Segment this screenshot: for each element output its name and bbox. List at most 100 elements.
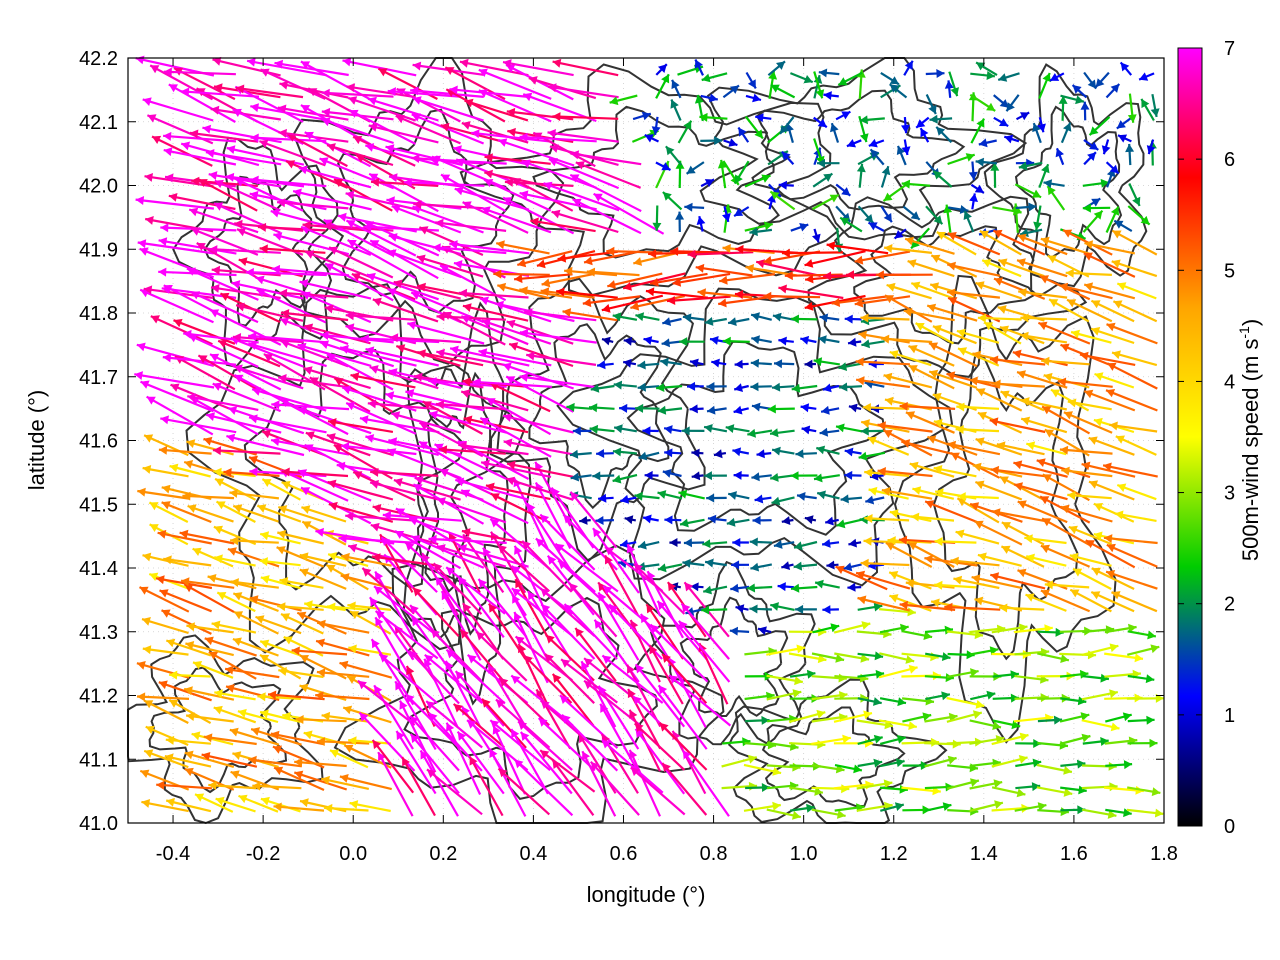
wind-vector-head <box>657 601 667 611</box>
wind-vector-head <box>683 120 692 130</box>
wind-vector-shaft <box>661 653 708 704</box>
colorbar-title-sup: -1 <box>1236 326 1252 339</box>
wind-vector-shaft <box>996 443 1045 456</box>
wind-vector-shaft <box>505 375 574 413</box>
wind-vector-shaft <box>140 380 214 413</box>
wind-vector-head <box>511 729 520 739</box>
wind-vector-shaft <box>628 749 662 817</box>
wind-vector-head <box>1106 322 1116 332</box>
wind-vector-shaft <box>328 246 394 279</box>
wind-vector-head <box>905 236 915 246</box>
wind-vector-head <box>545 653 554 663</box>
wind-vector-shaft <box>410 535 485 569</box>
wind-vector-head <box>490 518 500 528</box>
wind-vector-head <box>975 700 985 709</box>
wind-vector-shaft <box>300 225 372 257</box>
wind-vector-head <box>420 750 429 760</box>
wind-vector-shaft <box>604 554 639 616</box>
wind-vector-head <box>754 129 763 139</box>
contour-line <box>424 371 509 636</box>
wind-vector-shaft <box>544 653 595 704</box>
wind-vector-shaft <box>184 751 235 768</box>
wind-vector-head <box>889 76 899 85</box>
wind-vector-shaft <box>460 390 529 412</box>
wind-vector-head <box>250 133 259 143</box>
wind-vector-shaft <box>956 497 1000 524</box>
wind-vector-head <box>469 756 478 766</box>
wind-vector-shaft <box>436 315 506 321</box>
wind-vector-shaft <box>250 178 327 188</box>
wind-vector-head <box>619 403 628 413</box>
wind-vector-shaft <box>158 681 212 702</box>
wind-vector-shaft <box>189 131 259 143</box>
wind-vector-head <box>731 560 740 570</box>
wind-vector-shaft <box>205 413 282 434</box>
wind-vector-head <box>181 141 191 151</box>
wind-vector-head <box>1127 114 1137 123</box>
wind-vector-head <box>800 335 810 345</box>
wind-vector-shaft <box>551 759 595 816</box>
colorbar-title: 500m-wind speed (m s-1) <box>1236 319 1263 561</box>
wind-vector-head <box>192 547 202 556</box>
wind-vector-head <box>1070 589 1080 598</box>
wind-vector-head <box>280 399 290 407</box>
wind-vector-head <box>445 67 455 75</box>
wind-vector-shaft <box>232 335 304 344</box>
wind-vector-head <box>1024 534 1033 544</box>
wind-vector-head <box>436 544 446 553</box>
wind-vector-head <box>161 609 171 618</box>
wind-vector-head <box>790 471 799 481</box>
wind-vector-shaft <box>163 134 237 143</box>
wind-vector-head <box>859 133 869 143</box>
wind-vector-head <box>511 566 521 575</box>
wind-vector-head <box>858 330 867 340</box>
wind-vector-head <box>1067 398 1077 408</box>
wind-vector-head <box>931 737 940 747</box>
wind-vector-head <box>650 277 659 287</box>
x-tick-label: 0.2 <box>429 843 457 865</box>
wind-vector-head <box>767 404 776 414</box>
wind-vector-head <box>521 159 531 168</box>
wind-vector-head <box>337 212 347 222</box>
wind-vector-head <box>233 504 243 513</box>
wind-vector-head <box>602 655 612 664</box>
wind-vector-head <box>552 673 562 683</box>
wind-vector-head <box>413 200 422 209</box>
wind-vector-shaft <box>881 337 933 344</box>
wind-vector-head <box>321 107 331 117</box>
wind-vector-head <box>291 646 300 656</box>
wind-vector-head <box>259 557 268 566</box>
wind-vector-head <box>601 739 611 749</box>
wind-vector-head <box>299 655 309 663</box>
wind-vector-head <box>1021 397 1030 406</box>
wind-vector-shaft <box>163 557 212 567</box>
wind-vector-shaft <box>541 272 595 286</box>
wind-vector-shaft <box>404 541 461 593</box>
wind-vector-head <box>745 264 755 273</box>
wind-vector-head <box>974 596 984 606</box>
wind-vector-shaft <box>366 273 439 301</box>
wind-vector-head <box>147 114 157 123</box>
wind-vector-head <box>458 544 468 553</box>
wind-vector-head <box>260 709 269 719</box>
wind-vector-head <box>274 766 284 775</box>
wind-vector-head <box>605 547 615 556</box>
wind-vector-head <box>929 114 938 124</box>
wind-vector-head <box>735 244 744 254</box>
wind-vector-shaft <box>151 135 213 167</box>
wind-vector-head <box>1039 275 1049 284</box>
wind-vector-head <box>213 467 222 477</box>
wind-vector-head <box>187 393 196 403</box>
wind-vector-shaft <box>1040 544 1091 568</box>
wind-vector-shaft <box>276 546 325 568</box>
wind-vector-shaft <box>601 294 664 312</box>
wind-vector-shaft <box>661 762 708 816</box>
wind-vector-head <box>881 334 890 344</box>
wind-vector-head <box>1081 733 1091 743</box>
wind-vector-head <box>710 336 719 345</box>
wind-vector-shaft <box>1063 411 1113 434</box>
wind-vector-head <box>722 244 731 253</box>
wind-vector-head <box>182 491 191 501</box>
wind-vector-head <box>664 448 673 458</box>
wind-vector-shaft <box>572 198 642 235</box>
